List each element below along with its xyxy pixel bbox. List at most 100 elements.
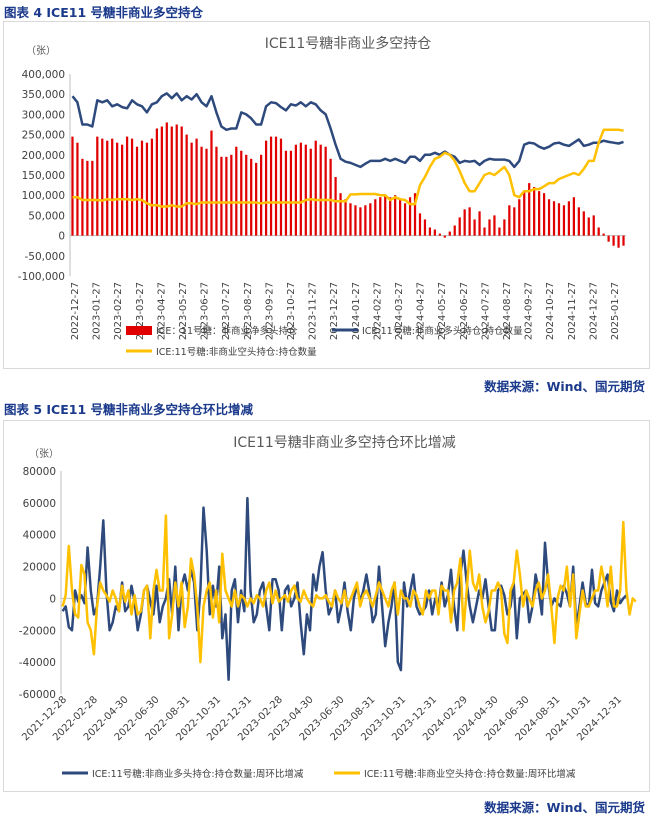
bar-mark xyxy=(552,201,556,236)
bar-mark xyxy=(612,235,615,246)
bar-mark xyxy=(130,138,134,236)
bar-mark xyxy=(180,126,183,236)
x-tick-label: 2024-01-27 xyxy=(351,282,362,340)
y-tick-label: 0 xyxy=(58,231,65,243)
y-tick-label: 60000 xyxy=(23,498,56,510)
y-tick-label: 400,000 xyxy=(22,69,65,81)
y-tick-label: -40000 xyxy=(19,657,56,669)
bar-mark xyxy=(289,150,293,236)
x-tick-label: 2025-01-27 xyxy=(610,282,621,340)
y-unit-label: （张） xyxy=(29,448,59,460)
bar-mark xyxy=(622,235,625,246)
chart1-svg: ICE11号糖非商业多空持仓 （张） -100,000 -50,000 0 50,000 1… xyxy=(18,35,626,358)
y-tick-label: 80000 xyxy=(23,466,56,478)
bar-mark xyxy=(230,154,233,236)
bar-mark xyxy=(195,138,198,236)
figure2-caption: 图表 5 ICE11 号糖非商业多空持仓环比增减 xyxy=(4,402,254,417)
legend-label-0: ICE:11号糖:非商业多头持仓:持仓数量:周环比增减 xyxy=(92,768,304,780)
bar-mark xyxy=(329,158,332,236)
bar-mark xyxy=(96,136,99,236)
bar-mark xyxy=(319,144,322,236)
bar-mark xyxy=(339,193,342,236)
bar-mark xyxy=(215,146,218,236)
bar-mark xyxy=(587,217,590,236)
bar-mark xyxy=(542,193,546,236)
bar-mark xyxy=(438,233,441,236)
bar-mark xyxy=(547,199,551,236)
bar-mark xyxy=(582,211,585,236)
bar-mark xyxy=(71,136,74,236)
bar-mark xyxy=(458,217,461,236)
series-line-2 xyxy=(72,128,624,208)
y-tick-label: 50,000 xyxy=(28,210,65,222)
bar-mark xyxy=(76,142,79,236)
bar-mark xyxy=(418,213,422,236)
x-tick-label: 2023-09-27 xyxy=(264,282,275,340)
y-tick-label: 40000 xyxy=(23,530,56,542)
y-tick-label: 200,000 xyxy=(22,150,65,162)
bar-mark xyxy=(577,207,580,236)
bar-mark xyxy=(299,142,302,236)
y-tick-label: 100,000 xyxy=(22,190,65,202)
bar-mark xyxy=(91,160,94,236)
bar-mark xyxy=(170,126,173,236)
y-tick-label: 300,000 xyxy=(22,109,65,121)
bar-mark xyxy=(344,199,347,236)
y-unit-label: （张） xyxy=(26,45,56,57)
x-tick-label: 2023-03-27 xyxy=(135,282,146,340)
bar-mark xyxy=(567,201,571,236)
chart2-svg: ICE11号糖非商业多空持仓环比增减 （张） -60000 -40000 -20000 0… xyxy=(19,434,637,780)
legend-label-1: ICE:11号糖:非商业空头持仓:持仓数量:周环比增减 xyxy=(364,768,576,780)
series-line-1 xyxy=(71,92,624,169)
x-tick-label: 2023-04-27 xyxy=(156,282,167,340)
bar-mark xyxy=(374,199,377,236)
bar-mark xyxy=(359,207,362,236)
bar-mark xyxy=(443,235,446,238)
bar-mark xyxy=(493,215,496,236)
bar-mark xyxy=(185,134,188,236)
bar-mark xyxy=(294,144,297,236)
y-tick-label: 20000 xyxy=(23,562,56,574)
bar-mark xyxy=(260,154,263,236)
bar-mark xyxy=(86,160,89,236)
bar-mark xyxy=(448,231,451,236)
x-tick-label: 2023-10-27 xyxy=(286,282,297,340)
bar-mark xyxy=(399,199,402,236)
x-tick-label: 2024-03-27 xyxy=(394,282,405,340)
bar-mark xyxy=(284,150,288,236)
x-tick-label: 2024-06-27 xyxy=(459,282,470,340)
bar-mark xyxy=(150,138,154,236)
x-tick-label: 2023-07-27 xyxy=(221,282,232,340)
y-tick-label: -60000 xyxy=(19,689,56,701)
y-tick-label: -50,000 xyxy=(24,251,65,263)
bar-mark xyxy=(394,195,397,236)
x-tick-label: 2023-05-27 xyxy=(178,282,189,340)
y-tick-label: 350,000 xyxy=(22,89,65,101)
bar-mark xyxy=(617,235,620,248)
bar-mark xyxy=(433,229,436,236)
bar-mark xyxy=(483,227,486,236)
bar-mark xyxy=(101,138,104,236)
bar-mark xyxy=(190,142,193,236)
bar-mark xyxy=(240,150,243,236)
bar-mark xyxy=(160,126,163,236)
bar-mark xyxy=(468,207,471,236)
bar-mark xyxy=(314,140,317,236)
bar-mark xyxy=(597,227,600,236)
bar-mark xyxy=(334,177,337,236)
bar-mark xyxy=(538,191,541,236)
x-tick-label: 2024-04-27 xyxy=(416,282,427,340)
bar-mark xyxy=(255,162,258,236)
bar-mark xyxy=(145,142,149,236)
bar-mark xyxy=(205,148,208,236)
x-tick-label: 2024-12-27 xyxy=(588,282,599,340)
x-tick-label: 2024-08-27 xyxy=(502,282,513,340)
bar-mark xyxy=(473,219,476,236)
bar-mark xyxy=(264,140,268,236)
x-tick-label: 2023-12-27 xyxy=(329,282,340,340)
bar-mark xyxy=(155,128,158,236)
x-tick-label: 2024-11-27 xyxy=(567,282,578,340)
bar-mark xyxy=(607,235,610,242)
bar-mark xyxy=(121,144,124,236)
bar-mark xyxy=(349,203,352,236)
